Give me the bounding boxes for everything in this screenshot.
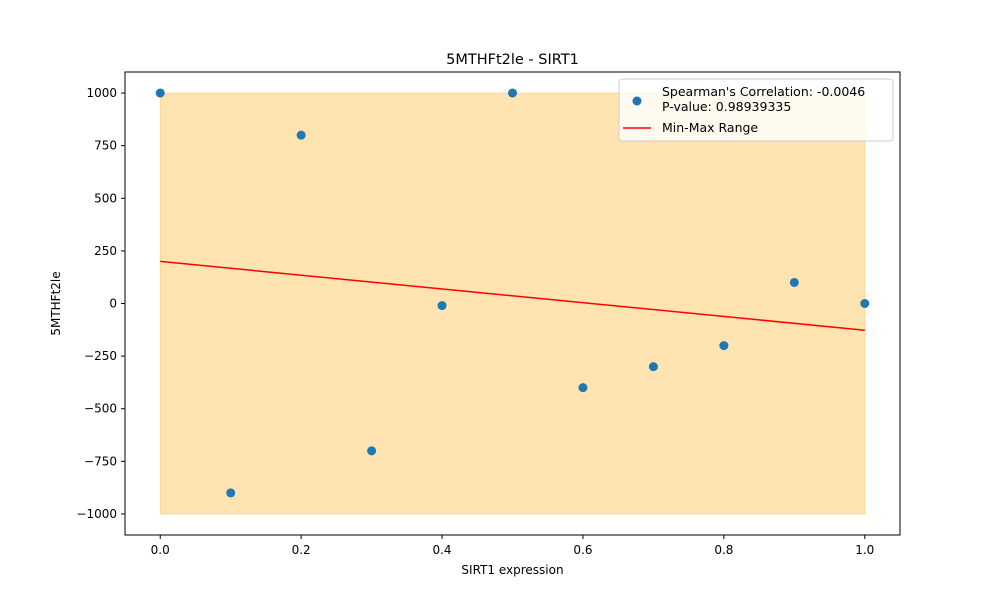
legend-box (618, 78, 894, 142)
y-tick-label: −250 (84, 349, 117, 363)
data-point (437, 301, 447, 311)
legend-label-range: Min-Max Range (662, 120, 758, 135)
x-tick-label: 1.0 (855, 543, 874, 557)
y-tick-label: −500 (84, 402, 117, 416)
y-axis-label: 5MTHFt2le (49, 271, 63, 335)
data-point (719, 341, 729, 351)
x-axis: 0.0 0.2 0.4 0.6 0.8 1.0 (151, 535, 874, 557)
data-point (367, 446, 377, 456)
y-tick-label: 500 (94, 191, 117, 205)
legend: Spearman's Correlation: -0.0046P-value: … (618, 78, 894, 142)
x-tick-label: 0.6 (573, 543, 592, 557)
data-point (155, 88, 165, 98)
y-tick-label: 0 (109, 297, 117, 311)
x-axis-label: SIRT1 expression (461, 563, 563, 577)
min-max-band-layer (159, 92, 866, 515)
data-point (508, 88, 517, 98)
x-tick-label: 0.4 (432, 543, 451, 557)
chart-title: 5MTHFt2le - SIRT1 (446, 52, 579, 68)
y-tick-label: −750 (84, 454, 117, 468)
min-max-range-line (160, 260, 865, 331)
legend-marker-spearman (632, 96, 642, 106)
min-max-band (159, 92, 866, 515)
data-point (648, 362, 658, 372)
fit-line-layer (160, 260, 865, 331)
x-tick-label: 0.8 (714, 543, 733, 557)
data-point (860, 299, 870, 308)
data-point (296, 130, 306, 140)
data-point (789, 277, 799, 287)
legend-label-spearman: P-value: 0.98939335 (662, 99, 791, 114)
y-axis: 1000 750 500 250 0 −250 −500 −750 −1000 (76, 86, 125, 521)
data-point (226, 488, 236, 498)
y-tick-label: 750 (94, 139, 117, 153)
legend-label-spearman: Spearman's Correlation: -0.0046 (662, 84, 865, 99)
y-tick-label: 1000 (86, 86, 117, 100)
y-tick-label: −1000 (76, 507, 117, 521)
points-layer (155, 88, 870, 498)
x-tick-label: 0.2 (292, 543, 311, 557)
x-tick-label: 0.0 (151, 543, 170, 557)
y-tick-label: 250 (94, 244, 117, 258)
data-point (578, 383, 588, 393)
